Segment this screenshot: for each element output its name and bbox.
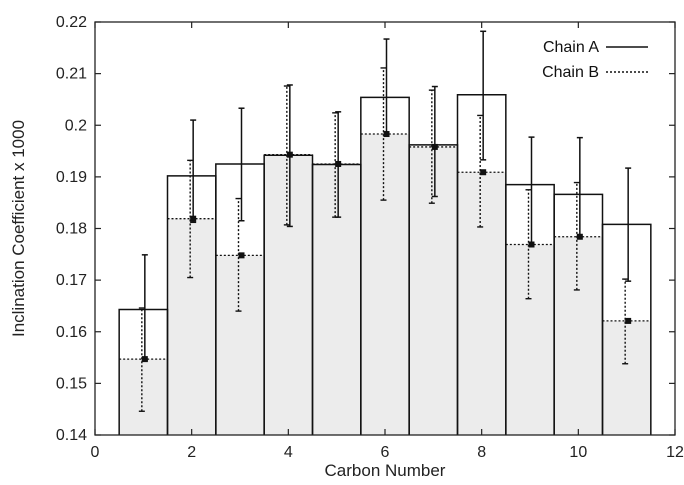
chain-b-error-bars (138, 67, 632, 412)
chain-b-marker (625, 317, 632, 324)
chain-b-bar-fill (554, 236, 603, 435)
y-tick-label: 0.22 (56, 14, 87, 31)
x-tick-label: 8 (477, 444, 486, 461)
chain-b-marker (190, 215, 197, 222)
y-tick-label: 0.17 (56, 272, 87, 289)
chain-b-marker (528, 241, 535, 248)
chain-b-marker (238, 252, 245, 259)
chain-a-bar (601, 223, 652, 435)
y-tick-label: 0.16 (56, 324, 87, 341)
x-tick-label: 10 (569, 444, 587, 461)
chain-b-bar-fill (119, 359, 168, 435)
legend-label-chain-a: Chain A (543, 39, 599, 56)
y-tick-label: 0.18 (56, 221, 87, 238)
chain-b-marker (431, 143, 438, 150)
chain-b-bar-fill (264, 154, 313, 435)
legend: Chain A Chain B (542, 39, 648, 81)
x-tick-label: 2 (187, 444, 196, 461)
chain-b-bar-fill (215, 255, 265, 435)
y-tick-label: 0.15 (56, 375, 87, 392)
y-axis-title: Inclination Coefficient x 1000 (9, 120, 28, 337)
chain-b-bar-fill (602, 320, 651, 435)
chain-b-marker (141, 356, 148, 363)
y-tick-label: 0.2 (65, 117, 87, 134)
chain-b-bar-fill (457, 172, 506, 435)
chain-b-bars (119, 133, 651, 435)
legend-label-chain-b: Chain B (542, 64, 599, 81)
chain-b-bar-fill (360, 134, 410, 435)
chain-b-bar-fill (409, 146, 458, 435)
chain-b-marker (383, 131, 390, 138)
chain-b-bar-fill (312, 163, 361, 435)
chain-b-marker (576, 233, 583, 240)
chain-a-error-bars (141, 30, 632, 362)
chain-b-marker (480, 169, 487, 176)
x-axis-ticks: 0 2 4 6 8 10 12 (91, 22, 684, 461)
chain-b-bar-fill (167, 218, 216, 435)
chain-b-marker (335, 160, 342, 167)
y-tick-label: 0.19 (56, 169, 87, 186)
x-tick-label: 0 (91, 444, 100, 461)
chain-b-bar-fill (505, 244, 555, 435)
y-tick-label: 0.14 (56, 427, 87, 444)
x-tick-label: 4 (284, 444, 293, 461)
chain-b-marker (286, 151, 293, 158)
y-tick-label: 0.21 (56, 66, 87, 83)
x-axis-title: Carbon Number (325, 461, 446, 480)
x-tick-label: 12 (666, 444, 684, 461)
y-axis-ticks: 0.14 0.15 0.16 0.17 0.18 0.19 0.2 0.21 0.22 (56, 14, 675, 444)
x-tick-label: 6 (381, 444, 390, 461)
